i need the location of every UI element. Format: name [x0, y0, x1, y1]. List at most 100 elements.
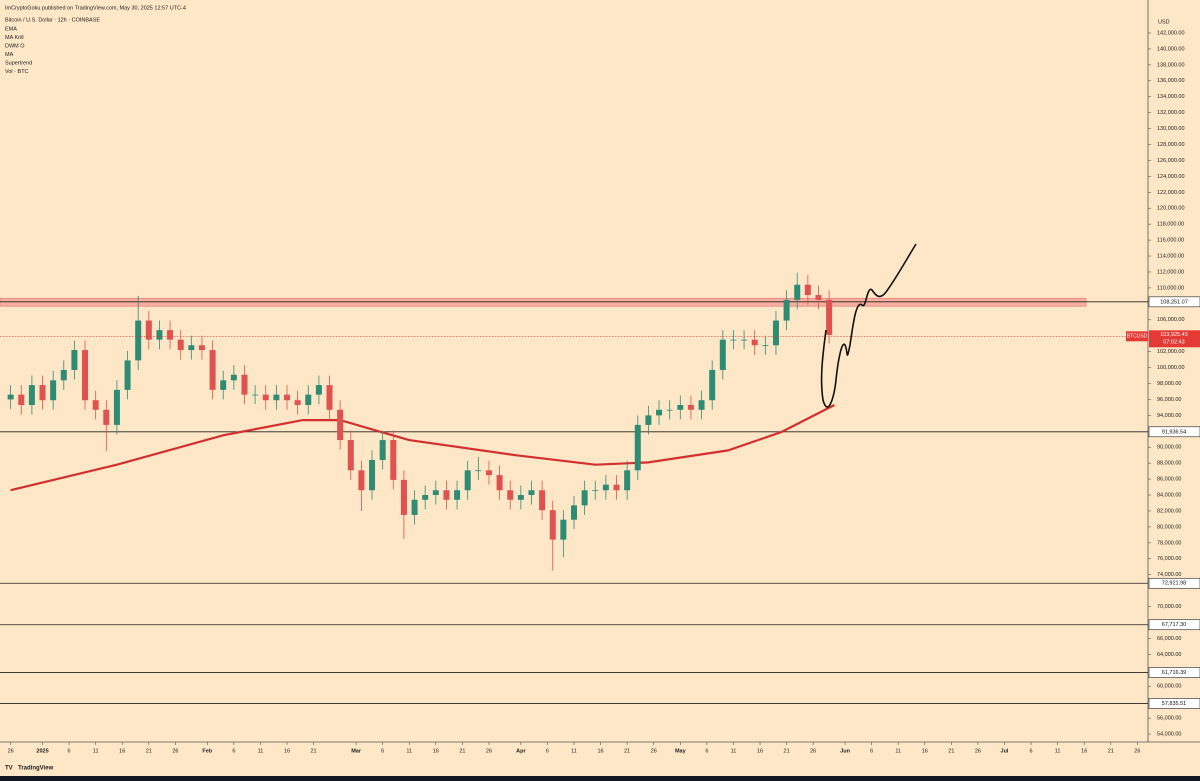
x-tick-label: 11 — [258, 748, 264, 754]
candle-body — [198, 345, 205, 351]
candle-body — [209, 350, 216, 390]
x-tick-label: 26 — [172, 748, 178, 754]
candle-body — [517, 495, 524, 500]
candle-body — [656, 409, 663, 416]
candle-body — [305, 394, 312, 406]
candle-body — [177, 339, 184, 351]
x-tick-label: 6 — [68, 748, 71, 754]
candle-body — [826, 299, 833, 335]
candle-body — [347, 440, 354, 471]
y-tick-label: 80,000.00 — [1157, 524, 1181, 530]
last-price-box — [1149, 330, 1200, 348]
last-price-label: 103,925.45 — [1160, 332, 1188, 338]
y-tick-label: 142,000.00 — [1157, 30, 1185, 36]
indicator-name: Supertrend — [5, 60, 32, 66]
candle-body — [39, 385, 46, 401]
candle-body — [741, 339, 748, 341]
candle-body — [581, 490, 588, 506]
x-tick-label: 16 — [284, 748, 290, 754]
level-label: 72,921.98 — [1162, 581, 1186, 587]
y-tick-label: 88,000.00 — [1157, 461, 1181, 467]
candle-body — [220, 380, 227, 390]
candle-body — [71, 350, 78, 370]
candle-body — [560, 519, 567, 540]
projection-drawing — [820, 243, 917, 408]
candle-body — [592, 490, 599, 492]
x-tick-label: 11 — [406, 748, 412, 754]
y-tick-label: 98,000.00 — [1157, 381, 1181, 387]
y-tick-label: 114,000.00 — [1157, 253, 1184, 259]
candle-body — [539, 490, 546, 511]
candle-body — [390, 440, 397, 480]
x-tick-label: 26 — [651, 748, 657, 754]
y-tick-label: 106,000.00 — [1157, 317, 1185, 323]
y-tick-label: 136,000.00 — [1157, 78, 1185, 84]
y-tick-label: 110,000.00 — [1157, 285, 1184, 291]
y-tick-label: 82,000.00 — [1157, 508, 1181, 514]
candle-body — [400, 479, 407, 515]
x-tick-label: 16 — [757, 748, 763, 754]
x-tick-label: 16 — [598, 748, 604, 754]
candle-body — [124, 360, 131, 390]
candle-body — [167, 330, 174, 340]
symbol-title: Bitcoin / U.S. Dollar · 12h · COINBASE — [5, 17, 100, 23]
candle-body — [772, 320, 779, 346]
y-tick-label: 54,000.00 — [1157, 731, 1181, 737]
y-tick-label: 84,000.00 — [1157, 492, 1181, 498]
indicator-name: EMA — [5, 26, 17, 32]
x-tick-label: Apr — [516, 748, 526, 754]
last-price-countdown: 07:02:43 — [1163, 340, 1184, 346]
candle-body — [60, 369, 67, 381]
x-tick-label: 21 — [459, 748, 465, 754]
y-tick-label: 66,000.00 — [1157, 636, 1181, 642]
candle-body — [113, 389, 120, 425]
x-tick-label: 6 — [1030, 748, 1033, 754]
candle-body — [230, 374, 237, 381]
candle-body — [528, 490, 535, 496]
candle-body — [443, 490, 450, 500]
candle-body — [28, 385, 35, 406]
candle-body — [50, 380, 57, 401]
candle-body — [432, 490, 439, 496]
candle-body — [241, 374, 248, 395]
level-label: 108,251.07 — [1160, 299, 1188, 305]
candle-body — [294, 400, 301, 406]
candle-body — [624, 470, 631, 491]
y-tick-label: 120,000.00 — [1157, 206, 1185, 212]
candle-body — [18, 394, 25, 406]
candle-body — [315, 385, 322, 395]
indicator-name: MA Krill — [5, 35, 24, 41]
candle-body — [687, 405, 694, 410]
x-tick-label: 6 — [381, 748, 384, 754]
indicator-name: Vol · BTC — [5, 69, 29, 75]
candle-body — [571, 505, 577, 520]
y-tick-label: 96,000.00 — [1157, 397, 1181, 403]
y-tick-label: 78,000.00 — [1157, 540, 1181, 546]
footer-bar — [0, 760, 1200, 776]
y-tick-label: 60,000.00 — [1157, 684, 1181, 690]
plot-area — [0, 272, 1148, 704]
y-tick-label: 74,000.00 — [1157, 572, 1181, 578]
x-tick-label: 21 — [624, 748, 630, 754]
y-tick-label: 126,000.00 — [1157, 158, 1185, 164]
candle-body — [82, 350, 89, 401]
y-tick-label: 132,000.00 — [1157, 110, 1185, 116]
candle-body — [145, 320, 152, 340]
candle-body — [602, 484, 609, 491]
x-tick-label: 6 — [546, 748, 549, 754]
y-tick-label: 102,000.00 — [1157, 349, 1185, 355]
publisher-text: ImCryptoGoku published on TradingView.co… — [5, 5, 186, 11]
x-tick-label: Jul — [1001, 748, 1009, 754]
candle-body — [507, 490, 514, 500]
x-tick-label: 2025 — [36, 748, 48, 754]
level-label-box — [1148, 296, 1200, 308]
x-tick-label: 16 — [1081, 748, 1087, 754]
candle-body — [252, 394, 259, 396]
x-tick-label: 6 — [870, 748, 873, 754]
x-tick-label: Jun — [840, 748, 850, 754]
x-tick-label: 11 — [731, 748, 737, 754]
x-tick-label: 21 — [948, 748, 954, 754]
candle-body — [709, 369, 716, 401]
candle-body — [358, 470, 365, 491]
x-tick-label: 16 — [433, 748, 439, 754]
